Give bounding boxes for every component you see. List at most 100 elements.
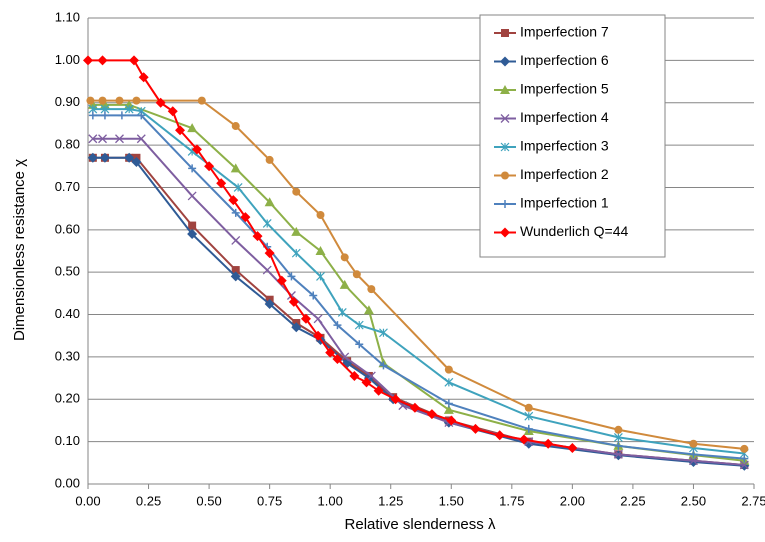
legend-label: Imperfection 2 (520, 166, 609, 182)
marker (265, 155, 274, 164)
y-tick-label: 0.80 (55, 137, 80, 152)
marker (614, 441, 623, 450)
marker (366, 371, 376, 381)
marker (613, 449, 623, 459)
marker (188, 221, 197, 230)
marker (197, 96, 206, 105)
legend-label: Imperfection 7 (520, 24, 609, 40)
marker (501, 171, 509, 180)
marker (470, 423, 481, 434)
marker (233, 183, 243, 192)
marker (339, 279, 350, 289)
marker (325, 347, 336, 358)
marker (332, 354, 343, 365)
marker (543, 438, 554, 449)
marker (287, 272, 296, 281)
marker (264, 248, 275, 259)
marker (355, 340, 364, 349)
marker (88, 111, 97, 120)
x-tick-label: 2.25 (620, 493, 645, 508)
marker (614, 425, 623, 434)
marker (354, 320, 364, 330)
marker (240, 212, 251, 223)
marker (155, 97, 166, 108)
marker (309, 291, 318, 300)
marker (86, 96, 95, 105)
marker (291, 322, 302, 333)
marker (409, 402, 420, 413)
marker (524, 403, 533, 412)
x-tick-label: 1.00 (318, 493, 343, 508)
marker (231, 235, 241, 245)
y-tick-label: 0.90 (55, 94, 80, 109)
marker (231, 266, 240, 275)
marker (300, 313, 311, 324)
marker (333, 321, 342, 330)
marker (444, 365, 453, 374)
marker (739, 460, 749, 470)
x-tick-label: 0.50 (196, 493, 221, 508)
marker (83, 55, 93, 66)
marker (231, 208, 240, 217)
series-line (92, 103, 745, 462)
marker (191, 144, 202, 155)
legend-label: Imperfection 4 (520, 109, 609, 125)
marker (340, 253, 349, 262)
marker (97, 55, 108, 66)
marker (524, 424, 533, 433)
marker (688, 456, 698, 466)
marker (98, 96, 107, 105)
marker (689, 439, 698, 448)
marker (117, 111, 126, 120)
marker (115, 134, 124, 144)
legend-box (479, 14, 666, 258)
marker (230, 163, 241, 173)
marker (379, 328, 388, 338)
marker (228, 195, 239, 206)
marker (264, 197, 275, 207)
marker (292, 187, 301, 196)
x-tick-label: 1.50 (439, 493, 464, 508)
marker (124, 104, 134, 114)
y-axis-title: Dimensionless resistance χ (11, 159, 28, 341)
marker (688, 456, 699, 467)
y-tick-label: 0.50 (55, 264, 80, 279)
marker (137, 111, 146, 120)
marker (204, 161, 215, 172)
marker (337, 308, 347, 317)
marker (379, 361, 388, 370)
marker (315, 246, 326, 255)
marker (352, 270, 361, 279)
x-tick-label: 0.25 (136, 493, 161, 508)
marker (99, 152, 110, 163)
marker (501, 29, 509, 37)
marker (276, 275, 287, 286)
marker (88, 134, 98, 144)
marker (262, 265, 272, 275)
marker (252, 231, 263, 242)
marker (740, 444, 749, 453)
marker (500, 227, 510, 238)
marker (136, 134, 146, 144)
marker (446, 415, 457, 426)
x-tick-label: 1.25 (378, 493, 403, 508)
marker (740, 454, 749, 463)
y-tick-label: 1.10 (55, 9, 80, 24)
y-tick-label: 0.20 (55, 391, 80, 406)
marker (187, 229, 198, 240)
x-tick-label: 2.75 (741, 493, 765, 508)
x-tick-label: 2.50 (681, 493, 706, 508)
y-tick-label: 0.70 (55, 179, 80, 194)
marker (288, 296, 299, 307)
y-tick-label: 0.00 (55, 475, 80, 490)
marker (313, 330, 324, 341)
marker (444, 377, 454, 387)
marker (518, 434, 529, 445)
marker (567, 442, 578, 453)
marker (187, 191, 197, 201)
marker (524, 411, 534, 421)
marker (613, 432, 623, 442)
x-tick-label: 2.00 (560, 493, 585, 508)
marker (216, 178, 227, 189)
